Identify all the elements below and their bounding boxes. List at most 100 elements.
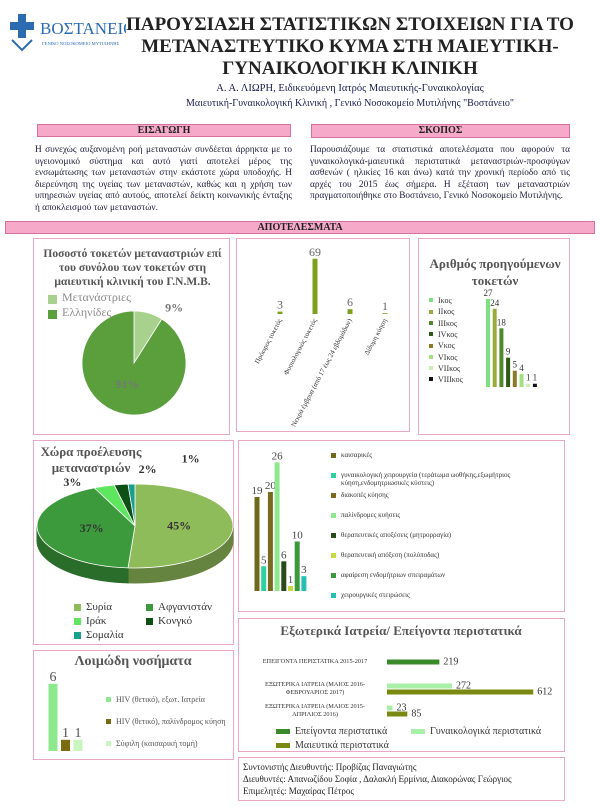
legend-label: θεραπευτικές αποξέσεις (μητρορραγία)	[341, 531, 452, 539]
chart-panel: 19 5 20 26 6 1 10 3 καισαρικές γυναικολογική χει…	[238, 440, 565, 612]
legend-swatch	[146, 604, 153, 612]
bar	[387, 659, 440, 665]
legend-swatch	[411, 729, 425, 734]
logo-subtitle: ΓΕΝΙΚΟ ΝΟΣΟΚΟΜΕΙΟ ΜΥΤΙΛΗΝΗΣ	[42, 41, 120, 46]
legend-label: VΙκος	[438, 352, 458, 362]
legend-swatch	[429, 298, 433, 303]
value-label: 1	[62, 726, 69, 741]
bar	[294, 541, 300, 591]
value-label: 9	[506, 347, 511, 357]
bar	[387, 689, 534, 695]
x-tick-label: Πρόωρος τοκετός	[253, 317, 284, 365]
legend-item: HIV (θετικό), παλίνδρομος κύηση	[106, 717, 228, 726]
bar	[48, 683, 58, 751]
bar	[492, 308, 497, 387]
legend-label: Αφγανιστάν	[158, 601, 212, 613]
legend-swatch	[429, 354, 433, 359]
legend-swatch	[106, 697, 111, 703]
legend-swatch	[429, 332, 433, 337]
legend-label: VΙΙΙκος	[438, 375, 463, 385]
legend-label: ΙΙΙκος	[438, 318, 458, 328]
legend-swatch	[429, 343, 433, 348]
chart-panel: Ποσοστό τοκετών μεταναστριών επί του συν…	[33, 238, 230, 435]
value-label: 3	[277, 298, 283, 312]
poster-title: ΠΑΡΟΥΣΙΑΣΗ ΣΤΑΤΙΣΤΙΚΩΝ ΣΤΟΙΧΕΙΩΝ ΓΙΑ ΤΟ …	[126, 14, 574, 79]
legend-label: αφαίρεση ενδομήτριων σπειραμάτων	[341, 571, 446, 579]
value-label: 18	[497, 317, 507, 327]
value-label: 20	[265, 480, 277, 492]
logo-mark	[11, 39, 33, 52]
value-label: 272	[456, 680, 471, 691]
legend-item: VΙκος	[429, 353, 489, 362]
value-label: 5	[261, 554, 267, 566]
value-label: 45%	[167, 518, 191, 532]
section-heading: ΣΚΟΠΟΣ	[311, 124, 570, 138]
bar	[73, 739, 83, 751]
bar	[387, 711, 408, 717]
legend-swatch	[429, 366, 433, 371]
value-label: 69	[309, 245, 321, 259]
legend-label: Σομαλία	[86, 629, 124, 641]
legend-swatch	[331, 473, 336, 479]
chart-panel: 3 Πρόωρος τοκετός 69 Φυσιολογικός τοκετός 6 Ν…	[236, 238, 410, 432]
legend-swatch	[74, 618, 81, 626]
value-label: 1	[533, 373, 538, 383]
legend-item: Vκος	[429, 341, 489, 350]
bar	[532, 383, 537, 387]
chart: 9% 91%	[81, 300, 187, 416]
chart-panel: Αριθμός προηγούμενων τοκετών 27 24 18 9 5 4 1 1…	[418, 238, 570, 435]
legend-swatch	[74, 632, 81, 640]
value-label: 1	[526, 373, 531, 383]
aim-text: Παρουσιάζουμε τα στατιστικά αποτελέσματα…	[310, 145, 570, 202]
legend-item: ΙΙκος	[429, 307, 489, 316]
legend-swatch	[146, 618, 153, 626]
bar	[312, 258, 318, 314]
bar	[281, 561, 287, 591]
legend-label: ΙΙκος	[438, 307, 455, 317]
bar	[519, 373, 524, 387]
chart-panel: Εξωτερικά Ιατρεία/ Επείγοντα περιστατικά…	[238, 618, 565, 752]
legend-swatch	[429, 377, 433, 382]
legend-label: VΙΙκος	[438, 363, 461, 373]
bar	[301, 576, 307, 591]
pie-slice	[81, 310, 187, 416]
y-tick-label: ΕΞΩΤΕΡΙΚΑ ΙΑΤΡΕΙΑ (ΜΑΙΟΣ 2015-ΑΠΡΙΛΙΟΣ 2…	[264, 703, 366, 718]
footer-line: Επιμελητές: Μαχαίρας Πέτρος	[243, 786, 354, 796]
affiliation: Μαιευτική-Γυναικολογική Κλινική , Γενικό…	[186, 98, 514, 109]
legend-swatch	[331, 573, 336, 579]
legend-label: HIV (θετικό), παλίνδρομος κύηση	[116, 717, 226, 726]
chart-title: Χώρα προέλευσης μεταναστριών	[40, 444, 142, 475]
legend-swatch	[331, 533, 336, 539]
legend-label: Ιράκ	[86, 615, 107, 627]
legend-label: Μετανάστριες	[62, 290, 131, 304]
legend-label: Ικος	[438, 296, 452, 305]
bar	[512, 370, 517, 387]
legend-item: θεραπευτική απόξεση (πολύποδας)	[331, 551, 559, 559]
value-label: 9%	[165, 300, 183, 314]
legend-swatch	[106, 719, 111, 725]
legend-label: παλίνδρομες κυήσεις	[341, 511, 401, 519]
value-label: 219	[443, 656, 458, 667]
chart: 219 272 612 23 85	[387, 656, 552, 719]
legend-swatch	[429, 320, 433, 325]
legend-item: Επείγοντα περιστατικά	[276, 726, 416, 738]
chart: 3 Πρόωρος τοκετός 69 Φυσιολογικός τοκετός 6 Ν…	[253, 245, 389, 428]
legend-label: Σύφιλη (καισαρική τομή)	[116, 739, 198, 748]
legend-label: HIV (θετικό), εξωτ. Ιατρεία	[116, 695, 205, 704]
legend-item: VΙΙκος	[429, 364, 489, 373]
legend-label: Ελληνίδες	[62, 305, 112, 319]
legend-label: ΙVκος	[438, 329, 458, 339]
chart-title: Αριθμός προηγούμενων τοκετών	[429, 256, 561, 288]
legend-label: Μαιευτικά περιστατικά	[295, 740, 389, 751]
legend-item: παλίνδρομες κυήσεις	[331, 511, 559, 519]
legend-item: Συρία	[74, 601, 154, 614]
legend-label: διακοπές κύησης	[341, 491, 389, 499]
legend-item: διακοπές κύησης	[331, 491, 559, 499]
legend-item: Γυναικολογικά περιστατικά	[411, 726, 551, 738]
value-label: 1	[288, 574, 294, 586]
pie-slice	[127, 483, 136, 527]
chart: 19 5 20 26 6 1 10 3	[252, 450, 307, 591]
